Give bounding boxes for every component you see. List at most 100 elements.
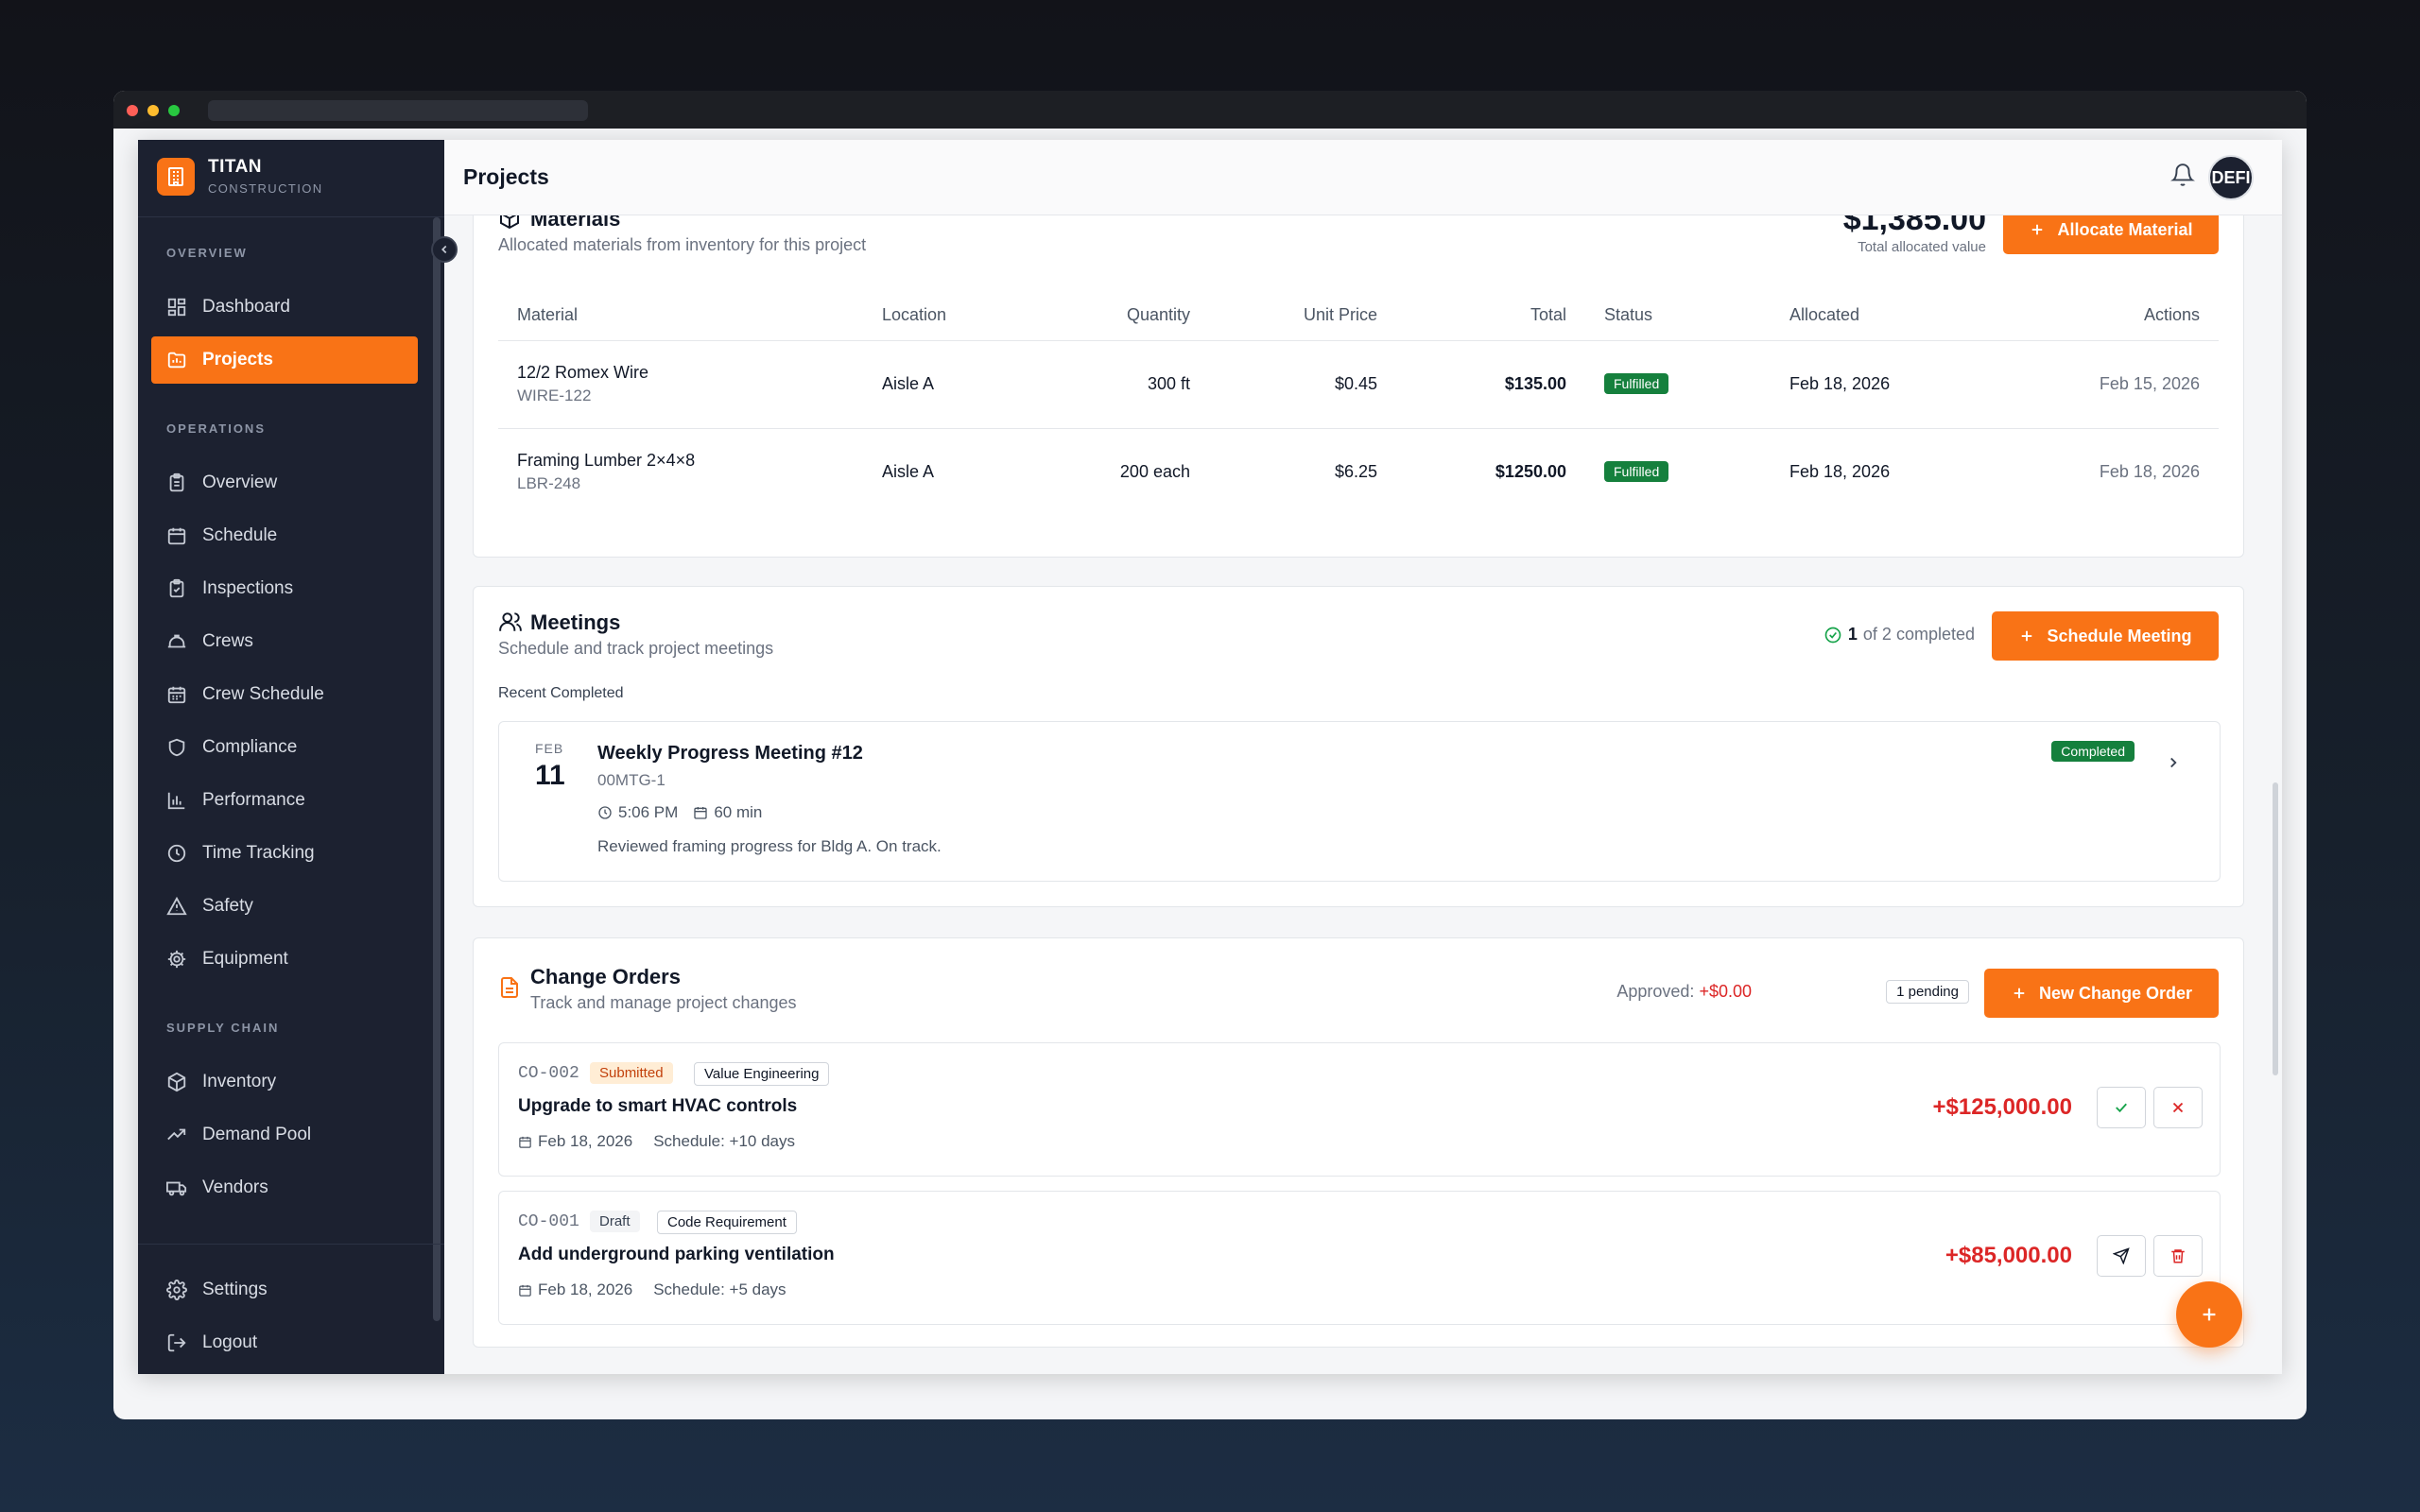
section-operations: OPERATIONS <box>166 421 266 436</box>
change-orders-title: Change Orders <box>530 965 681 988</box>
sidebar-item-label: Dashboard <box>202 297 290 317</box>
change-order-item[interactable]: CO-001 Draft Code Requirement Add underg… <box>498 1191 2221 1325</box>
sidebar-item-label: Crews <box>202 631 253 651</box>
meetings-title: Meetings <box>530 610 621 634</box>
sidebar-item-time-tracking[interactable]: Time Tracking <box>151 830 418 877</box>
meetings-completed-summary: 1 of 2 completed <box>1824 625 1975 644</box>
brand-subtitle: CONSTRUCTION <box>208 181 323 196</box>
address-bar[interactable] <box>208 100 588 121</box>
col-quantity: Quantity <box>1126 305 1190 324</box>
sidebar-item-label: Projects <box>202 350 273 369</box>
change-order-code: CO-002 <box>518 1064 579 1083</box>
sidebar-item-inventory[interactable]: Inventory <box>151 1058 418 1106</box>
chevron-right-icon[interactable] <box>2165 754 2182 771</box>
materials-subtitle: Allocated materials from inventory for t… <box>498 235 867 254</box>
material-action-date: Feb 18, 2026 <box>2099 462 2200 481</box>
status-badge: Draft <box>590 1211 640 1232</box>
minimize-window-button[interactable] <box>147 105 159 116</box>
sidebar-item-safety[interactable]: Safety <box>151 883 418 930</box>
status-badge: Submitted <box>590 1062 673 1084</box>
allocate-material-button[interactable]: Allocate Material <box>2003 215 2219 254</box>
sidebar-item-label: Compliance <box>202 737 298 757</box>
sidebar-divider <box>138 1244 444 1245</box>
sidebar-item-logout[interactable]: Logout <box>151 1319 418 1366</box>
reject-button[interactable] <box>2153 1087 2203 1128</box>
title-bar <box>113 91 2307 129</box>
maximize-window-button[interactable] <box>168 105 180 116</box>
main-scrollbar[interactable] <box>2273 782 2278 1075</box>
material-action-date: Feb 15, 2026 <box>2099 374 2200 393</box>
meeting-item[interactable]: FEB 11 Weekly Progress Meeting #12 00MTG… <box>498 721 2221 882</box>
material-allocated-date: Feb 18, 2026 <box>1789 462 1891 481</box>
box-icon <box>167 1072 186 1092</box>
page-title: Projects <box>463 164 549 189</box>
sidebar-item-label: Vendors <box>202 1177 268 1197</box>
table-divider <box>498 340 2219 341</box>
meeting-notes: Reviewed framing progress for Bldg A. On… <box>597 837 942 855</box>
materials-total-label: Total allocated value <box>1858 239 1986 255</box>
clipboard-icon <box>169 472 184 492</box>
material-name: 12/2 Romex Wire <box>517 363 649 382</box>
col-actions: Actions <box>2143 305 2200 324</box>
sidebar-item-dashboard[interactable]: Dashboard <box>151 284 418 331</box>
plus-icon <box>2014 988 2025 999</box>
sidebar-item-label: Schedule <box>202 525 278 545</box>
change-order-code: CO-001 <box>518 1212 579 1231</box>
truck-icon <box>166 1181 187 1196</box>
check-icon <box>2116 1103 2127 1113</box>
col-unit-price: Unit Price <box>1303 305 1377 324</box>
avatar[interactable]: DEFI <box>2208 155 2254 200</box>
plus-icon <box>2022 630 2032 642</box>
material-total: $1250.00 <box>1495 462 1566 481</box>
close-window-button[interactable] <box>127 105 138 116</box>
sidebar-item-overview[interactable]: Overview <box>151 459 418 507</box>
sidebar-item-compliance[interactable]: Compliance <box>151 724 418 771</box>
schedule-meeting-button[interactable]: Schedule Meeting <box>1992 611 2219 661</box>
hard-hat-icon <box>167 634 186 648</box>
meetings-card: Meetings Schedule and track project meet… <box>473 586 2244 907</box>
close-icon <box>2172 1102 2184 1113</box>
materials-total: $1,385.00 <box>1842 215 1986 237</box>
new-change-order-button[interactable]: New Change Order <box>1984 969 2219 1018</box>
sidebar-item-vendors[interactable]: Vendors <box>151 1164 418 1211</box>
sidebar-item-crews[interactable]: Crews <box>151 618 418 665</box>
calendar-icon <box>167 527 186 545</box>
sidebar-item-inspections[interactable]: Inspections <box>151 565 418 612</box>
sidebar-item-settings[interactable]: Settings <box>151 1266 418 1314</box>
material-quantity: 300 ft <box>1147 374 1190 393</box>
meeting-month: FEB <box>535 741 564 756</box>
sidebar-item-equipment[interactable]: Equipment <box>151 936 418 983</box>
change-order-item[interactable]: CO-002 Submitted Value Engineering Upgra… <box>498 1042 2221 1177</box>
app-container: TITAN CONSTRUCTION OVERVIEW Dashboard Pr… <box>138 140 2282 1374</box>
sidebar-item-crew-schedule[interactable]: Crew Schedule <box>151 671 418 718</box>
collapse-sidebar-button[interactable] <box>431 236 458 263</box>
sidebar-item-schedule[interactable]: Schedule <box>151 512 418 559</box>
material-location: Aisle A <box>882 374 935 393</box>
meeting-time: 5:06 PM 60 min <box>597 803 762 822</box>
recent-completed-label: Recent Completed <box>498 685 624 701</box>
add-fab-button[interactable] <box>2176 1281 2242 1348</box>
change-order-meta: Feb 18, 2026 Schedule: +10 days <box>518 1132 795 1151</box>
sidebar-item-label: Safety <box>202 896 253 916</box>
clipboard-check-icon <box>169 578 184 598</box>
delete-button[interactable] <box>2153 1235 2203 1277</box>
change-order-amount: +$125,000.00 <box>1932 1094 2072 1120</box>
sidebar-item-performance[interactable]: Performance <box>151 777 418 824</box>
sidebar-scrollbar[interactable] <box>433 217 441 1321</box>
sidebar-item-demand-pool[interactable]: Demand Pool <box>151 1111 418 1159</box>
sidebar-item-label: Inspections <box>202 578 294 598</box>
approved-summary: Approved: +$0.00 <box>1616 982 1752 1001</box>
submit-button[interactable] <box>2097 1235 2146 1277</box>
material-sku: LBR-248 <box>517 474 581 492</box>
notifications-bell-icon[interactable] <box>2170 163 2195 192</box>
logout-icon <box>167 1333 186 1352</box>
sidebar-item-label: Settings <box>202 1280 268 1299</box>
col-status: Status <box>1604 305 1653 324</box>
warning-icon <box>166 896 187 916</box>
calendar-icon <box>694 807 707 819</box>
material-sku: WIRE-122 <box>517 387 592 404</box>
building-logo-icon <box>157 158 195 196</box>
sidebar-item-projects[interactable]: Projects <box>151 336 418 384</box>
approve-button[interactable] <box>2097 1087 2146 1128</box>
sidebar-item-label: Equipment <box>202 949 288 969</box>
